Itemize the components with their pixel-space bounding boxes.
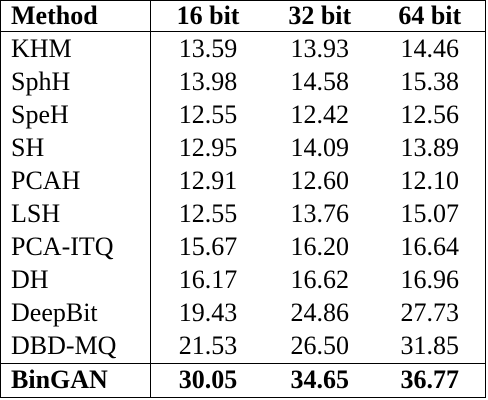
table-body: KHM 13.59 13.93 14.46 SphH 13.98 14.58 1… — [1, 31, 485, 397]
value-64-bit: 31.85 — [400, 331, 460, 361]
method-cell: SpeH — [1, 98, 152, 132]
method-cell: SphH — [1, 65, 152, 99]
method-cell: DBD-MQ — [1, 329, 152, 364]
table-header-row: Method 16 bit 32 bit 64 bit — [1, 1, 485, 32]
value-64-bit: 16.96 — [400, 265, 460, 295]
value-64-bit: 12.56 — [400, 99, 460, 129]
value-16-bit: 30.05 — [150, 362, 266, 397]
method-cell: DeepBit — [1, 296, 152, 330]
value-16-bit: 15.67 — [178, 232, 238, 262]
method-cell: KHM — [1, 31, 152, 66]
value-64-bit: 15.07 — [400, 198, 460, 228]
table-row: PCA-ITQ 15.67 16.20 16.64 — [1, 230, 485, 264]
method-cell: PCAH — [1, 164, 152, 198]
value-64-bit: 27.73 — [400, 298, 460, 328]
method-cell: SH — [1, 131, 152, 165]
value-16-bit: 13.59 — [178, 33, 238, 63]
value-32-bit: 24.86 — [290, 298, 350, 328]
value-16-bit: 12.91 — [178, 165, 238, 195]
best-result-row: BinGAN 30.05 34.65 36.77 — [1, 362, 485, 397]
table-row: SpeH 12.55 12.42 12.56 — [1, 98, 485, 132]
method-cell: BinGAN — [1, 362, 152, 397]
value-64-bit: 14.46 — [400, 33, 460, 63]
value-16-bit: 16.17 — [178, 265, 238, 295]
method-cell: PCA-ITQ — [1, 230, 152, 264]
header-method: Method — [1, 1, 152, 32]
table-row: SphH 13.98 14.58 15.38 — [1, 65, 485, 99]
table-row: DeepBit 19.43 24.86 27.73 — [1, 296, 485, 330]
value-32-bit: 16.20 — [290, 232, 350, 262]
value-16-bit: 12.55 — [178, 99, 238, 129]
value-64-bit: 12.10 — [400, 165, 460, 195]
value-16-bit: 12.95 — [178, 132, 238, 162]
value-32-bit: 12.42 — [290, 99, 350, 129]
value-32-bit: 26.50 — [290, 331, 350, 361]
value-32-bit: 13.76 — [290, 198, 350, 228]
table-row: DH 16.17 16.62 16.96 — [1, 263, 485, 297]
value-16-bit: 13.98 — [178, 66, 238, 96]
value-32-bit: 14.09 — [290, 132, 350, 162]
method-cell: LSH — [1, 197, 152, 231]
value-64-bit: 15.38 — [400, 66, 460, 96]
value-64-bit: 13.89 — [400, 132, 460, 162]
table-row: KHM 13.59 13.93 14.46 — [1, 31, 485, 66]
header-16-bit: 16 bit — [150, 1, 266, 32]
value-32-bit: 13.93 — [290, 33, 350, 63]
table-row: PCAH 12.91 12.60 12.10 — [1, 164, 485, 198]
value-32-bit: 14.58 — [290, 66, 350, 96]
value-32-bit: 34.65 — [265, 362, 375, 397]
header-64-bit: 64 bit — [374, 1, 485, 32]
table-row: LSH 12.55 13.76 15.07 — [1, 197, 485, 231]
value-16-bit: 12.55 — [178, 198, 238, 228]
value-64-bit: 16.64 — [400, 232, 460, 262]
value-32-bit: 16.62 — [290, 265, 350, 295]
value-32-bit: 12.60 — [290, 165, 350, 195]
table-row: SH 12.95 14.09 13.89 — [1, 131, 485, 165]
value-64-bit: 36.77 — [374, 362, 485, 397]
table-row: DBD-MQ 21.53 26.50 31.85 — [1, 329, 485, 364]
value-16-bit: 21.53 — [178, 331, 238, 361]
method-cell: DH — [1, 263, 152, 297]
header-32-bit: 32 bit — [265, 1, 375, 32]
value-16-bit: 19.43 — [178, 298, 238, 328]
